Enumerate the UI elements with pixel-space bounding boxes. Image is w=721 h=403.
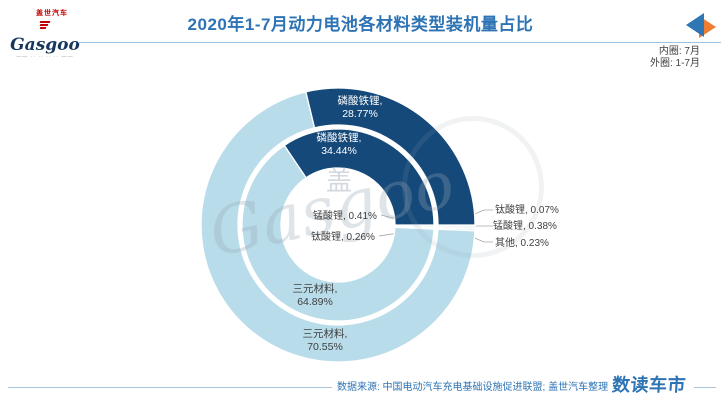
logo-wordmark: Gasgoo [10,18,80,54]
ring-legend: 内圈: 7月 外圈: 1-7月 [650,46,700,70]
logo-tagline: —— ·· ·· ·· ·· —— [16,54,74,60]
logo-en-text: Gasgoo [10,35,80,55]
footer-divider-right [694,387,716,388]
slice-inner-磷酸铁锂 [283,128,435,226]
label-outer-lto: 钛酸锂, 0.07% [495,205,559,216]
label-outer-lfp: 磷酸铁锂, 28.77% [337,95,383,120]
legend-outer-ring: 外圈: 1-7月 [649,58,700,69]
slice-outer-三元材料 [200,91,476,363]
label-outer-lmo: 锰酸锂, 0.38% [493,221,557,232]
blue-triangle-icon [686,13,704,37]
back-arrows-icon [686,13,716,39]
label-outer-ternary: 三元材料, 70.55% [302,328,348,353]
label-inner-lfp: 磷酸铁锂, 34.44% [316,132,362,157]
label-outer-other: 其他, 0.23% [495,238,549,249]
slice-inner-三元材料 [241,144,435,322]
footer-divider-left [8,387,332,388]
label-inner-lto: 钛酸锂, 0.26% [311,232,375,243]
page-title: 2020年1-7月动力电池各材料类型装机量占比 [187,15,534,34]
label-inner-lmo: 锰酸锂, 0.41% [313,211,377,222]
logo-cn-text: 盖世汽车 [36,10,68,17]
legend-inner-ring: 内圈: 7月 [658,46,700,57]
slice-outer-磷酸铁锂 [305,87,476,226]
gasgoo-logo: 盖世汽车 Gasgoo —— ·· ·· ·· ·· —— [10,10,80,61]
donut-slices [200,87,476,363]
data-source-text: 数据来源: 中国电动汽车充电基础设施促进联盟; 盖世汽车整理 [337,382,609,393]
header-divider [78,42,721,43]
label-inner-ternary: 三元材料, 64.89% [292,283,338,308]
